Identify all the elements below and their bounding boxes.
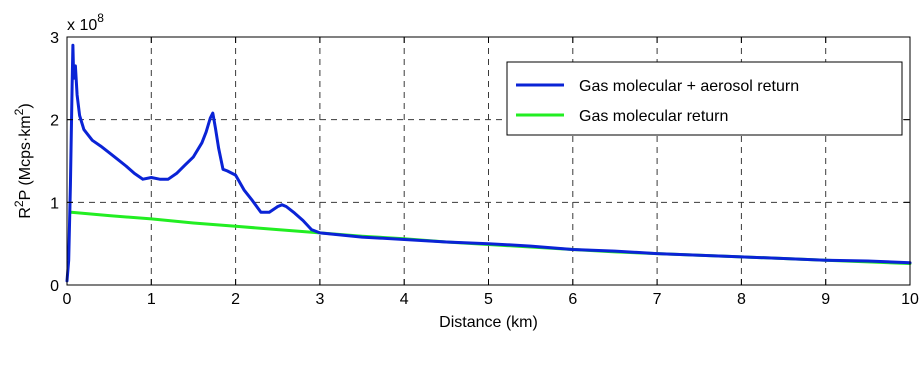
multiplier-prefix: x 10 [67, 17, 97, 34]
y-tick-label: 2 [50, 113, 59, 130]
series-layer [65, 43, 912, 283]
legend-label-aerosol: Gas molecular + aerosol return [579, 78, 799, 95]
y-tick-label: 1 [50, 195, 59, 212]
y-tick-label: 0 [50, 278, 59, 295]
x-tick-label: 7 [653, 291, 662, 308]
axis-ticks [66, 36, 911, 286]
x-tick-label: 4 [400, 291, 409, 308]
x-tick-label: 6 [568, 291, 577, 308]
x-tick-label: 0 [63, 291, 72, 308]
y-axis-multiplier: x 108 [67, 11, 104, 34]
series-line-molecular [69, 210, 912, 265]
x-tick-label: 8 [737, 291, 746, 308]
x-tick-label: 9 [821, 291, 830, 308]
grid-lines [67, 37, 910, 285]
legend-label-molecular: Gas molecular return [579, 108, 728, 125]
x-tick-label: 1 [147, 291, 156, 308]
y-axis-label: R2P (Mcps·km2) [12, 103, 34, 218]
x-tick-label: 2 [231, 291, 240, 308]
y-label-middle: P (Mcps·km [17, 115, 34, 200]
y-label-base-sup: 2 [12, 200, 26, 207]
multiplier-exponent: 8 [97, 11, 104, 25]
legend: Gas molecular + aerosol return Gas molec… [506, 61, 903, 136]
series-line-aerosol [65, 43, 912, 283]
y-tick-label: 3 [50, 30, 59, 47]
x-tick-label: 5 [484, 291, 493, 308]
legend-box [506, 61, 903, 136]
x-tick-label: 3 [315, 291, 324, 308]
x-tick-label: 10 [901, 291, 919, 308]
x-axis-label: Distance (km) [439, 314, 538, 331]
y-label-end: ) [17, 103, 34, 108]
y-label-unit-sup: 2 [12, 108, 26, 115]
y-label-base: R [17, 207, 34, 219]
